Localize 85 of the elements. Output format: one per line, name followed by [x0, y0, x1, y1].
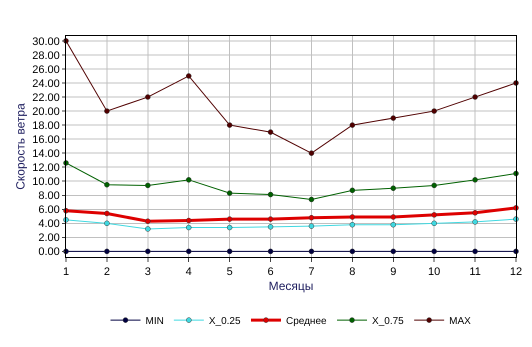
- point: [145, 226, 151, 232]
- point: [431, 212, 437, 218]
- point: [472, 177, 478, 183]
- x-tick-label: 9: [390, 266, 396, 278]
- point: [308, 150, 314, 156]
- point: [350, 248, 356, 254]
- point: [350, 188, 356, 194]
- y-tick-label: 14.00: [32, 148, 60, 160]
- point: [268, 224, 274, 230]
- y-tick-label: 30.00: [32, 36, 60, 48]
- x-tick-label: 1: [62, 266, 70, 278]
- point: [472, 210, 478, 216]
- point: [186, 218, 192, 224]
- point: [472, 248, 478, 254]
- point: [350, 214, 356, 220]
- y-tick-label: 4.00: [38, 218, 60, 230]
- x-tick-label: 10: [428, 266, 440, 278]
- point: [268, 248, 274, 254]
- x-tick-label: 11: [469, 266, 481, 278]
- x-tick-label: 6: [267, 266, 274, 278]
- legend-label: MAX: [449, 316, 472, 328]
- point: [104, 108, 110, 114]
- point: [226, 190, 232, 196]
- y-tick-label: 10.00: [32, 176, 60, 188]
- point: [186, 73, 192, 79]
- x-tick-label: 5: [226, 266, 233, 278]
- y-tick-label: 16.00: [32, 134, 60, 146]
- y-tick-label: 18.00: [32, 120, 60, 132]
- point: [390, 248, 396, 254]
- y-tick-label: 22.00: [32, 92, 60, 104]
- x-tick-label: 8: [349, 266, 356, 278]
- point: [104, 182, 110, 188]
- x-axis-title: Месяцы: [268, 279, 314, 294]
- point: [308, 248, 314, 254]
- y-tick-label: 28.00: [32, 50, 60, 62]
- point: [268, 216, 274, 222]
- point: [308, 223, 314, 229]
- y-tick-label: 26.00: [32, 64, 60, 76]
- y-tick-label: 12.00: [32, 162, 60, 174]
- y-tick-label: 20.00: [32, 106, 60, 118]
- point: [390, 185, 396, 191]
- point: [308, 196, 314, 202]
- legend-label: Среднее: [286, 316, 328, 328]
- y-tick-label: 2.00: [38, 232, 60, 244]
- point: [431, 182, 437, 188]
- point: [104, 210, 110, 216]
- y-tick-label: 24.00: [32, 78, 60, 90]
- point: [104, 220, 110, 226]
- point: [186, 177, 192, 183]
- y-tick-label: 0.00: [38, 246, 60, 258]
- point: [145, 94, 151, 100]
- point: [390, 222, 396, 228]
- point: [390, 115, 396, 121]
- y-tick-label: 6.00: [38, 204, 60, 216]
- point: [390, 214, 396, 220]
- point: [431, 108, 437, 114]
- x-tick-label: 2: [104, 266, 110, 278]
- point: [145, 218, 151, 224]
- point: [431, 248, 437, 254]
- point: [226, 216, 232, 222]
- legend-label: MIN: [146, 316, 164, 328]
- legend-label: X_0.75: [372, 316, 404, 328]
- point: [226, 248, 232, 254]
- point: [104, 248, 110, 254]
- legend-label: X_0.25: [208, 316, 241, 328]
- x-tick-label: 12: [510, 266, 522, 278]
- point: [350, 122, 356, 128]
- point: [145, 182, 151, 188]
- point: [268, 192, 274, 198]
- point: [350, 222, 356, 228]
- point: [186, 224, 192, 230]
- point: [145, 248, 151, 254]
- x-tick-label: 7: [308, 266, 315, 278]
- point: [472, 219, 478, 225]
- point: [472, 94, 478, 100]
- point: [186, 248, 192, 254]
- point: [226, 122, 232, 128]
- point: [308, 214, 314, 220]
- x-tick-label: 3: [144, 266, 151, 278]
- point: [268, 129, 274, 135]
- y-axis-title: Скорость ветра: [14, 102, 28, 190]
- y-tick-label: 8.00: [38, 190, 60, 202]
- point: [226, 224, 232, 230]
- x-tick-label: 4: [186, 266, 192, 278]
- point: [431, 220, 437, 226]
